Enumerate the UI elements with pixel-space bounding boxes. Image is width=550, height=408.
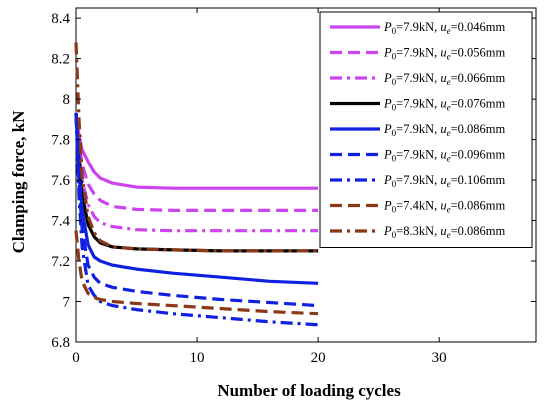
y-axis-label: Clamping force, kN bbox=[9, 110, 28, 253]
y-tick-label: 8.4 bbox=[51, 11, 70, 27]
legend: P0=7.9kN, ue=0.046mm P0=7.9kN, ue=0.056mm… bbox=[319, 11, 533, 248]
ticks-layer: 0 10 20 30 6.8 7 7.2 7.4 7.6 7.8 8 8.2 8.4 bbox=[51, 8, 536, 366]
x-tick-label: 0 bbox=[72, 350, 80, 366]
series-layer bbox=[74, 42, 319, 327]
x-tick-label: 20 bbox=[311, 350, 326, 366]
series-line-8 bbox=[74, 230, 319, 316]
series-line-7 bbox=[74, 113, 319, 327]
legend-label-5: P0=7.9kN, ue=0.086mm bbox=[383, 122, 505, 138]
legend-label-6: P0=7.9kN, ue=0.096mm bbox=[383, 148, 505, 164]
legend-label-8: P0=7.4kN, ue=0.086mm bbox=[383, 199, 505, 215]
y-tick-label: 7.6 bbox=[51, 173, 70, 189]
x-tick-label: 10 bbox=[190, 350, 205, 366]
y-tick-label: 7.8 bbox=[51, 133, 70, 149]
y-tick-label: 8.2 bbox=[51, 52, 70, 68]
legend-label-7: P0=7.9kN, ue=0.106mm bbox=[383, 173, 505, 189]
y-tick-label: 7.2 bbox=[51, 254, 70, 270]
series-line-3 bbox=[74, 113, 319, 233]
legend-label-1: P0=7.9kN, ue=0.046mm bbox=[383, 20, 505, 36]
legend-label-3: P0=7.9kN, ue=0.066mm bbox=[383, 71, 505, 87]
y-tick-label: 8 bbox=[63, 92, 71, 108]
y-tick-label: 6.8 bbox=[51, 335, 70, 351]
y-tick-label: 7 bbox=[63, 295, 71, 311]
x-axis-label: Number of loading cycles bbox=[217, 381, 401, 400]
x-tick-label: 30 bbox=[432, 350, 447, 366]
legend-label-9: P0=8.3kN, ue=0.086mm bbox=[383, 224, 505, 240]
legend-label-4: P0=7.9kN, ue=0.076mm bbox=[383, 97, 505, 113]
series-line-9 bbox=[74, 42, 319, 253]
y-tick-label: 7.4 bbox=[51, 214, 70, 230]
legend-label-2: P0=7.9kN, ue=0.056mm bbox=[383, 46, 505, 62]
